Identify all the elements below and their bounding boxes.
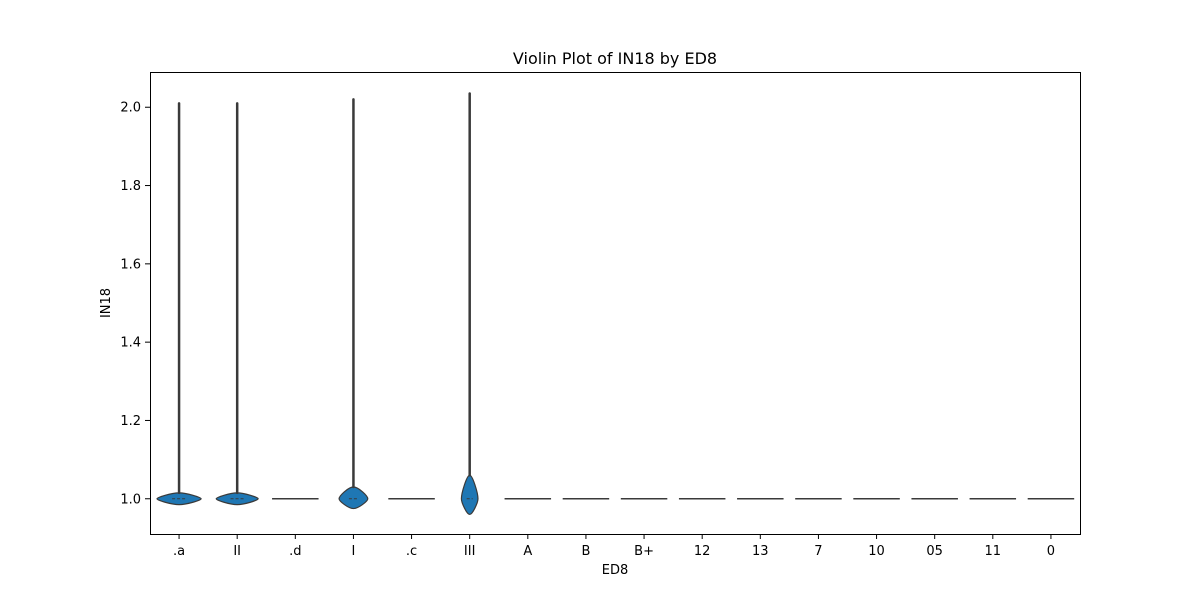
violin-body [460, 474, 479, 516]
y-tick-label: 2.0 [120, 101, 141, 116]
y-tick-label: 1.8 [120, 179, 141, 194]
x-tick-label: 13 [752, 544, 769, 559]
x-tick-label: 7 [814, 544, 822, 559]
plot-area-frame [150, 72, 1081, 535]
x-tick-label: 11 [985, 544, 1002, 559]
violin-II [215, 102, 259, 506]
x-tick-label: I [352, 544, 356, 559]
y-tick-label: 1.6 [120, 257, 141, 272]
violin-body [338, 486, 369, 510]
x-tick-label: B [581, 544, 590, 559]
violin-I [338, 98, 369, 510]
x-tick-label: III [464, 544, 476, 559]
y-tick-label: 1.0 [120, 492, 141, 507]
violin-series [156, 92, 1075, 516]
x-tick-label: II [233, 544, 241, 559]
x-tick-label: B+ [634, 544, 654, 559]
x-tick-label: 10 [868, 544, 885, 559]
x-axis-ticks: .a II .d I .c III A B B+ 12 13 7 10 05 11 0 [173, 534, 1055, 559]
y-tick-label: 1.4 [120, 336, 141, 351]
x-tick-label: A [523, 544, 532, 559]
x-tick-label: 0 [1047, 544, 1055, 559]
chart-title: Violin Plot of IN18 by ED8 [513, 49, 717, 68]
x-tick-label: 12 [694, 544, 711, 559]
x-axis-label: ED8 [602, 563, 629, 578]
y-tick-label: 1.2 [120, 414, 141, 429]
x-tick-label: 05 [926, 544, 943, 559]
violin-.a [156, 102, 202, 506]
y-axis-label: IN18 [99, 288, 114, 318]
violin-III [460, 92, 479, 516]
x-tick-label: .a [173, 544, 185, 559]
x-tick-label: .d [289, 544, 301, 559]
y-axis-ticks: 1.0 1.2 1.4 1.6 1.8 2.0 [120, 101, 150, 507]
x-tick-label: .c [406, 544, 417, 559]
